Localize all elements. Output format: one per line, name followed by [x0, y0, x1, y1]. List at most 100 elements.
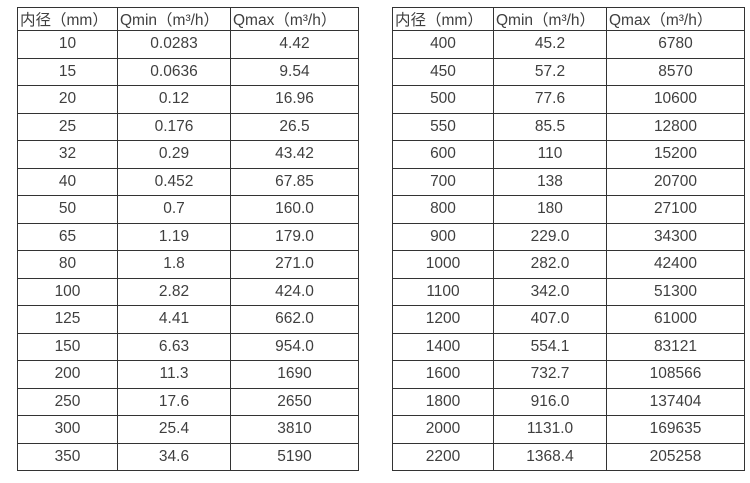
table-cell: 1100: [392, 277, 494, 306]
table-cell: 600: [392, 140, 494, 169]
table-cell: 15: [17, 57, 118, 86]
table-cell: 4.41: [117, 305, 231, 334]
table-cell: 138: [493, 167, 607, 196]
table-row: 400 45.2 6780: [392, 30, 745, 59]
table-cell: 400: [392, 30, 494, 59]
table-cell: 0.7: [117, 195, 231, 224]
table-cell: 407.0: [493, 305, 607, 334]
table-cell: 150: [17, 332, 118, 361]
table-body: 400 45.2 6780 450 57.2 8570 500 77.6 10600 550 85.…: [392, 30, 745, 471]
table-row: 25 0.176 26.5: [17, 112, 359, 141]
table-row: 350 34.6 5190: [17, 442, 359, 471]
table-cell: 110: [493, 140, 607, 169]
table-row: 900 229.0 34300: [392, 222, 745, 251]
table-cell: 1600: [392, 360, 494, 389]
table-cell: 125: [17, 305, 118, 334]
table-cell: 83121: [606, 332, 745, 361]
table-cell: 67.85: [230, 167, 359, 196]
table-cell: 32: [17, 140, 118, 169]
table-row: 50 0.7 160.0: [17, 195, 359, 224]
table-cell: 27100: [606, 195, 745, 224]
table-cell: 0.176: [117, 112, 231, 141]
table-body: 10 0.0283 4.42 15 0.0636 9.54 20 0.12 16.96 25 0.1…: [17, 30, 359, 471]
table-header: 内径（mm） Qmin（m³/h） Qmax（m³/h）: [17, 7, 359, 31]
table-cell: 0.452: [117, 167, 231, 196]
header-cell: 内径（mm）: [17, 7, 118, 31]
table-cell: 61000: [606, 305, 745, 334]
table-cell: 2.82: [117, 277, 231, 306]
table-cell: 42400: [606, 250, 745, 279]
table-row: 65 1.19 179.0: [17, 222, 359, 251]
table-cell: 0.0636: [117, 57, 231, 86]
table-cell: 9.54: [230, 57, 359, 86]
table-cell: 85.5: [493, 112, 607, 141]
table-cell: 205258: [606, 442, 745, 471]
table-header: 内径（mm） Qmin（m³/h） Qmax（m³/h）: [392, 7, 745, 31]
table-cell: 108566: [606, 360, 745, 389]
table-cell: 342.0: [493, 277, 607, 306]
table-cell: 65: [17, 222, 118, 251]
table-cell: 2650: [230, 387, 359, 416]
table-cell: 20: [17, 85, 118, 114]
table-cell: 12800: [606, 112, 745, 141]
table-cell: 450: [392, 57, 494, 86]
table-row: 1400 554.1 83121: [392, 332, 745, 361]
table-cell: 916.0: [493, 387, 607, 416]
table-cell: 250: [17, 387, 118, 416]
table-cell: 45.2: [493, 30, 607, 59]
table-row: 32 0.29 43.42: [17, 140, 359, 169]
table-cell: 424.0: [230, 277, 359, 306]
table-cell: 732.7: [493, 360, 607, 389]
table-row: 20 0.12 16.96: [17, 85, 359, 114]
table-cell: 300: [17, 415, 118, 444]
flow-table-small-diameters: 内径（mm） Qmin（m³/h） Qmax（m³/h） 10 0.0283 4.42 1…: [17, 7, 359, 471]
table-cell: 6780: [606, 30, 745, 59]
table-row: 450 57.2 8570: [392, 57, 745, 86]
header-cell: Qmin（m³/h）: [493, 7, 607, 31]
header-row: 内径（mm） Qmin（m³/h） Qmax（m³/h）: [392, 7, 745, 31]
table-cell: 169635: [606, 415, 745, 444]
header-cell: Qmin（m³/h）: [117, 7, 231, 31]
table-cell: 700: [392, 167, 494, 196]
table-cell: 229.0: [493, 222, 607, 251]
flow-table-large-diameters: 内径（mm） Qmin（m³/h） Qmax（m³/h） 400 45.2 6780 45…: [392, 7, 745, 471]
table-row: 2200 1368.4 205258: [392, 442, 745, 471]
table-cell: 179.0: [230, 222, 359, 251]
table-row: 250 17.6 2650: [17, 387, 359, 416]
table-cell: 0.29: [117, 140, 231, 169]
table-cell: 1.8: [117, 250, 231, 279]
table-cell: 1131.0: [493, 415, 607, 444]
table-cell: 1.19: [117, 222, 231, 251]
table-cell: 800: [392, 195, 494, 224]
table-row: 15 0.0636 9.54: [17, 57, 359, 86]
table-row: 125 4.41 662.0: [17, 305, 359, 334]
table-cell: 34300: [606, 222, 745, 251]
table-row: 1000 282.0 42400: [392, 250, 745, 279]
table-cell: 550: [392, 112, 494, 141]
table-row: 80 1.8 271.0: [17, 250, 359, 279]
table-cell: 200: [17, 360, 118, 389]
table-row: 550 85.5 12800: [392, 112, 745, 141]
table-cell: 0.12: [117, 85, 231, 114]
table-cell: 137404: [606, 387, 745, 416]
table-row: 1200 407.0 61000: [392, 305, 745, 334]
table-cell: 100: [17, 277, 118, 306]
header-cell: Qmax（m³/h）: [230, 7, 359, 31]
table-cell: 662.0: [230, 305, 359, 334]
table-cell: 77.6: [493, 85, 607, 114]
table-cell: 25.4: [117, 415, 231, 444]
table-cell: 1800: [392, 387, 494, 416]
flow-range-tables: 内径（mm） Qmin（m³/h） Qmax（m³/h） 10 0.0283 4.42 1…: [17, 7, 745, 471]
table-cell: 51300: [606, 277, 745, 306]
table-row: 1100 342.0 51300: [392, 277, 745, 306]
table-row: 200 11.3 1690: [17, 360, 359, 389]
table-cell: 11.3: [117, 360, 231, 389]
table-cell: 900: [392, 222, 494, 251]
table-cell: 15200: [606, 140, 745, 169]
table-cell: 80: [17, 250, 118, 279]
table-cell: 20700: [606, 167, 745, 196]
header-cell: 内径（mm）: [392, 7, 494, 31]
table-row: 700 138 20700: [392, 167, 745, 196]
table-cell: 2000: [392, 415, 494, 444]
table-cell: 10: [17, 30, 118, 59]
